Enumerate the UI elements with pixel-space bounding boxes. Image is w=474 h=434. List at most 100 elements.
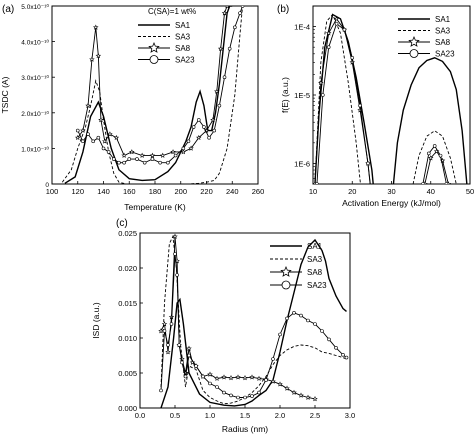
panel-c-series-sa23-point-0-17	[243, 395, 247, 400]
panel-c-series-sa8-point-0-24	[284, 385, 290, 391]
panel-b-series-sa8-line	[314, 17, 371, 184]
panel-a-series-sa1-line	[64, 6, 233, 184]
panel-a-series-sa8-point-0-7	[102, 138, 108, 144]
panel-c-series-sa23-point-0-5	[175, 273, 179, 277]
panel-b-series-sa23-line	[316, 23, 371, 184]
panel-a-series-sa23-point-0-6	[106, 150, 111, 154]
panel-a-series-sa8-point-0-8	[107, 131, 113, 137]
panel-c-series-sa8-point-0-14	[214, 375, 220, 381]
panel-c-series-sa8-point-0-15	[221, 374, 227, 380]
panel-a-series-sa8-point-0-4	[93, 24, 99, 30]
panel-a-series-sa8-point-0-11	[129, 149, 135, 155]
panel-b-series-sa23-point-1-2	[432, 144, 437, 148]
panel-c-y-tick-label: 0.010	[118, 334, 137, 343]
panel-a-series-sa23-point-0-3	[91, 139, 95, 144]
panel-b-series-sa3-line	[412, 130, 457, 184]
panel-c-legend-label-sa1: SA1	[307, 242, 323, 251]
panel-a-legend-label-sa23: SA23	[175, 56, 195, 65]
panel-a-series-sa23-point-0-29	[240, 6, 245, 8]
panel-a-y-tick-label: 1.0x10⁻¹⁰	[21, 145, 49, 153]
panel-a-series-sa8-line	[77, 6, 228, 157]
panel-c-series-sa8-point-0-10	[189, 359, 196, 365]
panel-c-series-sa8-point-0-16	[228, 375, 234, 381]
panel-a-series-sa8-point-0-16	[180, 149, 187, 155]
panel-a-series-sa23-point-0-25	[222, 75, 227, 79]
panel-a-series-sa23-point-0-4	[96, 135, 101, 140]
panel-a-y-tick-label: 4.0x10⁻¹⁰	[21, 39, 49, 47]
panel-b-series-sa23-point-1-1	[426, 151, 431, 156]
panel-a-series-sa23-point-0-15	[166, 160, 170, 165]
panel-a-series-sa23-point-0-27	[233, 25, 237, 30]
panel-b-series-sa23-point-0-6	[358, 103, 362, 108]
panel-b-series-sa23-point-0-7	[366, 161, 370, 166]
panel-c-series-sa23-point-0-25	[299, 313, 303, 318]
panel-a-y-tick-label: 3.0x10⁻¹⁰	[21, 74, 49, 82]
panel-c-series-sa23-point-0-31	[341, 352, 345, 357]
panel-c-series-sa23-point-0-10	[194, 364, 198, 368]
panel-b-y-tick-label: 1E-5	[294, 91, 310, 100]
panel-b-y-axis-label: f(E) (a.u.)	[280, 77, 290, 113]
panel-a-series-sa23-point-0-2	[86, 132, 90, 136]
panel-c-x-axis-label: Radius (nm)	[222, 424, 268, 434]
panel-a-series-sa8-point-0-23	[221, 10, 228, 16]
panel-b-series-sa3-line	[314, 13, 361, 184]
panel-c-series-sa23-point-0-6	[177, 343, 181, 347]
panel-b-series-sa23-point-0-5	[350, 55, 355, 60]
panel-b-series-sa23-point-0-3	[334, 21, 339, 26]
panel-c-x-tick-label: 2.5	[310, 411, 320, 420]
panel-b-series-group	[313, 13, 468, 234]
panel-a-x-tick-label: 140	[97, 187, 110, 196]
panel-a-label: (a)	[2, 4, 14, 15]
panel-c-label: (c)	[116, 218, 128, 229]
panel-a-series-sa8-point-0-22	[217, 45, 224, 52]
panel-b-series-sa8-point-0-8	[374, 230, 378, 234]
panel-a-series-sa8-point-0-24	[225, 6, 229, 9]
panel-a-series-sa23-point-0-26	[227, 46, 232, 51]
panel-c-series-sa8-point-0-2	[165, 349, 171, 355]
panel-b-legend-label-sa1: SA1	[435, 15, 451, 24]
panel-b-x-tick-label: 10	[309, 187, 317, 196]
panel-a-legend-label-sa3: SA3	[175, 33, 191, 42]
panel-b-x-tick-label: 30	[387, 187, 395, 196]
panel-c-series-sa8-point-0-22	[270, 378, 276, 384]
panel-b: 10 20 30 40 50 1E-6 1E-5 1E-4 Activation Energy …	[277, 4, 474, 234]
panel-a-series-sa23-point-0-21	[202, 125, 206, 129]
panel-a-legend-title: C(SA)=1 wt%	[148, 7, 196, 16]
panel-c-series-sa23-point-0-12	[208, 381, 212, 386]
panel-b-series-sa23-point-0-8	[372, 218, 375, 221]
panel-a-series-sa23-point-0-23	[212, 128, 217, 133]
panel-a-series-sa23-point-0-20	[196, 118, 201, 122]
panel-a-series-sa23-point-0-9	[122, 160, 126, 165]
panel-a-y-axis-label: TSDC (A)	[0, 76, 10, 113]
panel-c-x-tick-label: 2.0	[275, 411, 285, 420]
panel-c-x-tick-label: 1.5	[240, 411, 250, 420]
panel-b-x-tick-label: 20	[348, 187, 356, 196]
panel-c-series-sa23-point-0-23	[285, 316, 289, 321]
panel-a-plot-frame	[51, 5, 259, 185]
panel-c-y-tick-label: 0.015	[118, 299, 137, 308]
panel-a-series-sa8-point-0-2	[85, 102, 91, 109]
panel-a-series-sa23-point-0-7	[112, 157, 116, 161]
panel-a-series-sa23-point-0-5	[101, 146, 106, 151]
panel-a-series-sa8-point-0-21	[214, 88, 220, 94]
panel-c-series-sa23-point-0-21	[271, 357, 275, 361]
panel-c-series-sa23-point-0-20	[264, 378, 268, 382]
panel-c-series-sa8-point-0-0	[158, 328, 164, 334]
panel-c-series-sa23-point-0-0	[159, 388, 163, 393]
panel-c-series-group	[158, 233, 349, 408]
panel-c-series-sa23-point-0-29	[327, 337, 331, 342]
panel-c-series-sa23-point-0-32	[344, 355, 349, 360]
panel-b-series-sa1-line	[392, 57, 468, 184]
panel-b-legend: SA1 SA3 SA8 SA23	[398, 15, 455, 59]
panel-c-legend-label-sa23: SA23	[307, 281, 327, 290]
panel-a-legend-label-sa1: SA1	[175, 21, 191, 30]
panel-c-y-tick-label: 0.025	[118, 229, 137, 238]
panel-c-series-sa23-point-0-8	[183, 374, 188, 379]
panel-c-x-tick-label: 0.5	[170, 411, 180, 420]
panel-c-series-sa8-point-0-18	[242, 375, 248, 381]
panel-b-series-sa8-point-1-2	[433, 148, 440, 154]
panel-c-series-sa23-point-0-13	[215, 385, 219, 389]
panel-a-series-sa23-point-0-24	[217, 103, 222, 108]
panel-c-series-sa8-point-0-1	[161, 321, 168, 327]
